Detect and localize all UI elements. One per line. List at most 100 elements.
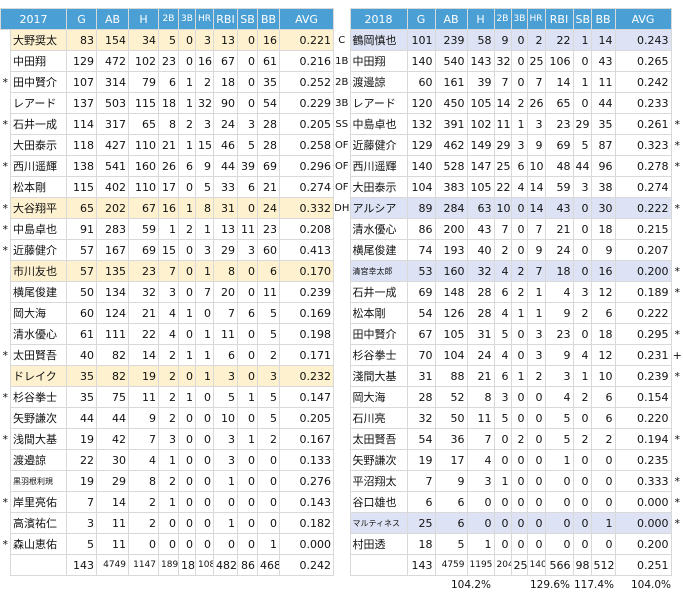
stat-h: 110 (128, 134, 159, 156)
col-2b: 2B (158, 8, 179, 30)
total-g: 143 (406, 554, 436, 576)
stat-rbi: 65 (544, 92, 574, 114)
stat-rbi: 23 (544, 113, 574, 135)
stat-ab: 284 (434, 197, 468, 219)
position-label: OF (334, 160, 349, 172)
stat-3b: 0 (510, 50, 528, 72)
player-name: 矢野謙次 (10, 407, 67, 429)
player-name: 石井一成 (10, 113, 67, 135)
stat-bb: 11 (590, 71, 616, 93)
stat-hr: 7 (526, 218, 546, 240)
player-mark: * (674, 138, 681, 152)
col-rbi: RBI (213, 8, 238, 30)
stat-2b: 2 (493, 239, 512, 261)
total-mark-spacer (671, 555, 683, 576)
stat-rbi: 21 (544, 218, 574, 240)
stat-sb: 0 (237, 71, 258, 93)
player-mark: * (2, 117, 9, 131)
table-row: 清水優心 61 111 22 4 0 1 11 0 5 0.198 (1, 323, 334, 345)
pos-spacer (334, 9, 350, 30)
table-row: 清宮幸太郎 53 160 32 4 2 7 18 0 16 0.200 * (334, 260, 683, 282)
player-name: 岸里亮佑 (10, 491, 67, 513)
stat-avg: 0.413 (279, 239, 334, 261)
col-sb: SB (237, 8, 258, 30)
player-mark (671, 450, 683, 471)
stat-avg: 0.205 (279, 113, 334, 135)
stat-sb: 0 (572, 533, 592, 555)
stat-bb: 1 (590, 512, 616, 534)
stat-rbi: 106 (544, 50, 574, 72)
stat-bb: 24 (257, 197, 280, 219)
pct-hr: 129.6% (530, 579, 571, 591)
mark-spacer (671, 9, 683, 30)
stat-2b: 2 (158, 365, 179, 387)
stat-hr: 9 (526, 134, 546, 156)
player-mark: * (674, 495, 681, 509)
table-row: * 浅間大基 19 42 7 3 0 0 3 1 2 0.167 (1, 428, 334, 450)
player-name: レアード (10, 92, 67, 114)
player-mark (671, 93, 683, 114)
stat-rbi: 18 (213, 71, 238, 93)
stat-hr: 0 (195, 470, 214, 492)
stat-ab: 30 (96, 449, 129, 471)
stat-rbi: 59 (544, 176, 574, 198)
stat-h: 0 (128, 533, 159, 555)
stat-2b: 0 (493, 428, 512, 450)
stat-2b: 2 (158, 344, 179, 366)
stat-rbi: 11 (213, 323, 238, 345)
stat-rbi: 0 (544, 470, 574, 492)
player-name: 高濱祐仁 (10, 512, 67, 534)
table-row: * 大谷翔平 65 202 67 16 1 8 31 0 24 0.332 (1, 197, 334, 219)
stat-hr: 5 (195, 176, 214, 198)
stat-bb: 14 (590, 29, 616, 51)
player-mark (1, 366, 11, 387)
col-3b: 3B (510, 8, 528, 30)
stat-avg: 0.143 (279, 491, 334, 513)
table-row: レアード 137 503 115 18 1 32 90 0 54 0.229 (1, 92, 334, 114)
stat-sb: 4 (572, 344, 592, 366)
total-row: 1434759119520425140566985120.251 (334, 554, 683, 576)
player-name: 村田透 (349, 533, 408, 555)
player-mark (1, 513, 11, 534)
stat-bb: 5 (257, 386, 280, 408)
stat-avg: 0.235 (614, 449, 672, 471)
stat-h: 102 (466, 113, 495, 135)
stat-sb: 0 (237, 260, 258, 282)
table-row: 岡大海 60 124 21 4 1 0 7 6 5 0.169 (1, 302, 334, 324)
player-name: 西川遥輝 (349, 155, 408, 177)
pct-avg: 104.0% (631, 579, 672, 591)
stat-h: 2 (128, 512, 159, 534)
stat-g: 32 (406, 407, 436, 429)
stat-bb: 1 (257, 533, 280, 555)
total-avg: 0.242 (279, 554, 334, 576)
stat-avg: 0.198 (279, 323, 334, 345)
stat-rbi: 24 (213, 113, 238, 135)
stat-h: 34 (128, 29, 159, 51)
stat-avg: 0.231 (614, 344, 672, 366)
stat-h: 21 (128, 302, 159, 324)
stat-hr: 0 (195, 533, 214, 555)
stat-hr: 2 (526, 365, 546, 387)
stat-g: 7 (66, 491, 97, 513)
player-mark (671, 240, 683, 261)
position-label: 2B (335, 76, 349, 88)
stat-rbi: 9 (544, 302, 574, 324)
table-row: 淺間大基 31 88 21 6 1 2 3 1 10 0.239 * (334, 365, 683, 387)
stat-avg: 0.189 (614, 281, 672, 303)
stat-3b: 1 (178, 134, 196, 156)
stat-sb: 1 (572, 365, 592, 387)
stat-ab: 541 (96, 155, 129, 177)
total-bb: 512 (590, 554, 616, 576)
stat-h: 21 (466, 365, 495, 387)
stat-ab: 14 (96, 491, 129, 513)
stat-bb: 0 (590, 449, 616, 471)
stat-2b: 2 (158, 407, 179, 429)
stat-hr: 1 (195, 365, 214, 387)
col-avg: AVG (279, 8, 334, 30)
table-row: マルティネス 25 6 0 0 0 0 0 0 1 0.000 * (334, 512, 683, 534)
stat-sb: 0 (572, 512, 592, 534)
stat-avg: 0.221 (279, 29, 334, 51)
player-name: アルシア (349, 197, 408, 219)
stat-rbi: 1 (213, 512, 238, 534)
col-3b: 3B (178, 8, 196, 30)
